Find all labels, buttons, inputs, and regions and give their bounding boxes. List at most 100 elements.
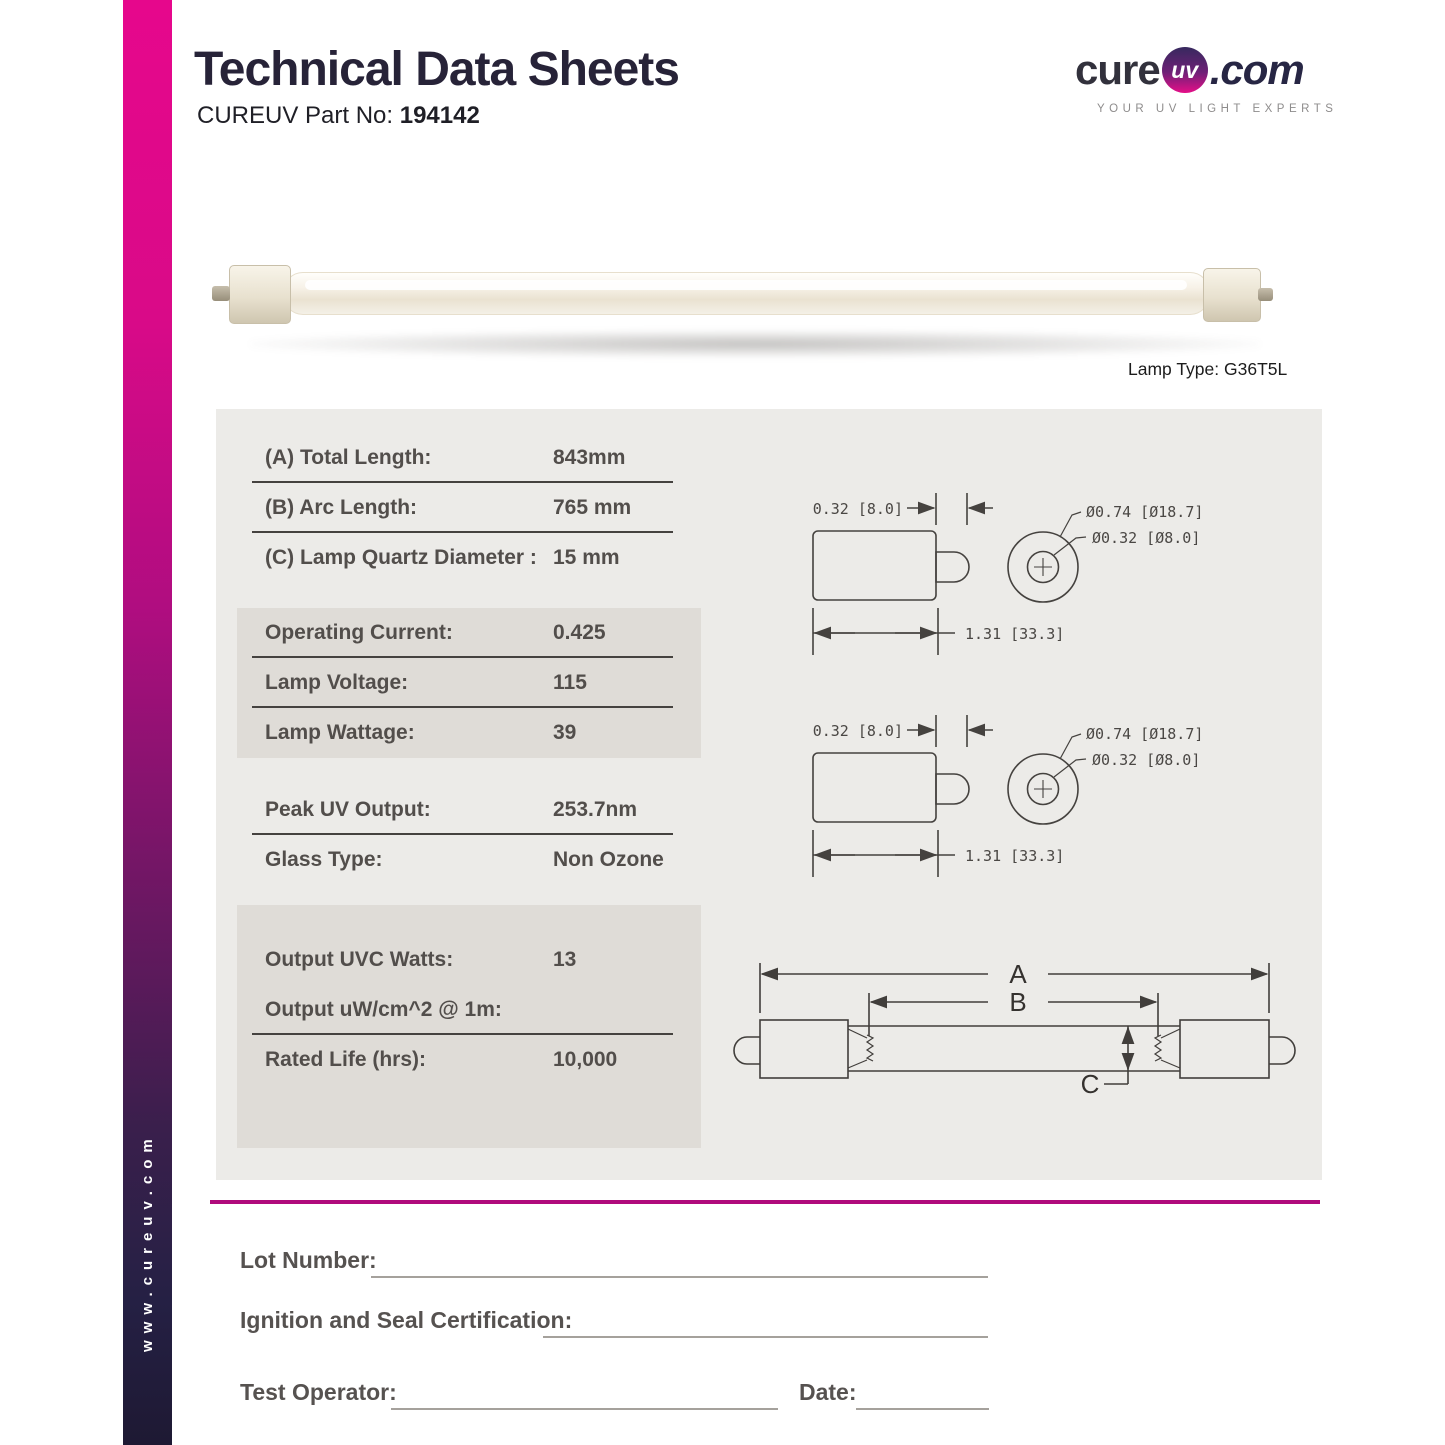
row-divider	[252, 833, 673, 835]
spec-value: 39	[553, 721, 577, 744]
inner-diameter-dim: Ø0.32 [Ø8.0]	[1092, 751, 1200, 769]
spec-row-uvc-watts: Output UVC Watts: 13	[237, 935, 701, 985]
spec-group-performance: Output UVC Watts: 13 Output uW/cm^2 @ 1m…	[237, 905, 701, 1148]
row-divider	[252, 1033, 673, 1035]
endcap-inner-circle	[1026, 550, 1060, 584]
lamp-photo-right-cap	[1203, 268, 1261, 322]
diagram-left-pin	[733, 1036, 760, 1065]
logo-tagline: YOUR UV LIGHT EXPERTS	[1097, 103, 1338, 115]
logo-uv-text: uv	[1171, 56, 1199, 83]
lamp-photo-left-cap	[229, 265, 291, 324]
date-blank-line	[856, 1408, 989, 1410]
inner-diameter-dim: Ø0.32 [Ø8.0]	[1092, 529, 1200, 547]
spec-label: Output UVC Watts:	[265, 948, 454, 971]
endcap-drawing-bottom: 0.32 [8.0] 1.31 [33.3] Ø0.74 [Ø18.7] Ø0.…	[812, 715, 1203, 877]
left-filament	[847, 1028, 875, 1069]
lamp-photo-left-pin	[212, 286, 230, 301]
endcap-outer-circle	[1007, 753, 1079, 825]
page-title: Technical Data Sheets	[194, 43, 680, 96]
dim-label-b: B	[1009, 987, 1026, 1017]
ignition-seal-certification-label: Ignition and Seal Certification:	[240, 1307, 573, 1333]
spec-row-total-length: (A) Total Length: 843mm	[237, 433, 701, 483]
endcap-body	[812, 752, 937, 823]
spec-value: 843mm	[553, 446, 626, 469]
cap-length-dim: 1.31 [33.3]	[965, 847, 1064, 865]
logo-cure-text: cure	[1075, 46, 1161, 93]
spec-label: Peak UV Output:	[265, 798, 431, 821]
row-divider	[252, 706, 673, 708]
spec-row-peak-uv: Peak UV Output: 253.7nm	[237, 785, 701, 835]
spec-value: 253.7nm	[553, 798, 638, 821]
part-number-value: 194142	[399, 102, 480, 129]
dim-label-a: A	[1009, 959, 1027, 989]
ignition-seal-certification-blank-line	[543, 1336, 988, 1338]
cureuv-logo: cure uv .com	[1075, 46, 1305, 94]
spec-value: 13	[553, 948, 577, 971]
spec-row-lamp-voltage: Lamp Voltage: 115	[237, 658, 701, 708]
spec-group-output: Peak UV Output: 253.7nm Glass Type: Non …	[237, 785, 701, 885]
lamp-dimension-diagram: A B C	[733, 959, 1296, 1099]
spec-row-lamp-wattage: Lamp Wattage: 39	[237, 708, 701, 758]
spec-value: 115	[553, 671, 587, 694]
diagram-left-cap	[759, 1019, 849, 1079]
row-divider	[252, 481, 673, 483]
endcap-drawing-top: 0.32 [8.0] 1.31 [33.3] Ø0.74 [Ø18.7] Ø0.…	[812, 493, 1203, 655]
spec-label: Output uW/cm^2 @ 1m:	[265, 998, 502, 1021]
sidebar-website-url: www.cureuv.com	[139, 1132, 156, 1353]
diagram-right-pin	[1269, 1036, 1296, 1065]
spec-row-quartz-diameter: (C) Lamp Quartz Diameter : 15 mm	[237, 533, 701, 583]
group-padding	[237, 905, 701, 935]
spec-label: Operating Current:	[265, 621, 453, 644]
spec-label: Rated Life (hrs):	[265, 1048, 427, 1071]
spec-label: (B) Arc Length:	[265, 496, 418, 519]
spec-row-arc-length: (B) Arc Length: 765 mm	[237, 483, 701, 533]
diagram-right-cap	[1179, 1019, 1270, 1079]
endcap-pin	[935, 773, 970, 805]
spec-label: Lamp Wattage:	[265, 721, 415, 744]
logo-uv-circle-icon: uv	[1161, 47, 1208, 93]
row-divider	[252, 531, 673, 533]
dim-label-c: C	[1081, 1069, 1100, 1099]
spec-value: 15 mm	[553, 546, 620, 569]
spec-group-dimensions: (A) Total Length: 843mm (B) Arc Length: …	[237, 433, 701, 583]
pin-length-dim: 0.32 [8.0]	[813, 722, 903, 740]
endcap-outer-circle	[1007, 531, 1079, 603]
spec-group-electrical: Operating Current: 0.425 Lamp Voltage: 1…	[237, 608, 701, 758]
right-filament	[1153, 1028, 1181, 1069]
spec-row-operating-current: Operating Current: 0.425	[237, 608, 701, 658]
logo-com-text: .com	[1209, 46, 1305, 93]
test-operator-label: Test Operator:	[240, 1379, 397, 1405]
lamp-type-caption: Lamp Type: G36T5L	[1128, 359, 1288, 379]
outer-diameter-dim: Ø0.74 [Ø18.7]	[1086, 725, 1203, 743]
pink-divider-line	[210, 1200, 1320, 1204]
test-operator-blank-line	[391, 1408, 778, 1410]
spec-panel: (A) Total Length: 843mm (B) Arc Length: …	[216, 409, 1322, 1180]
endcap-inner-circle	[1026, 772, 1060, 806]
spec-value: 0.425	[553, 621, 606, 644]
lamp-photo-right-pin	[1258, 288, 1273, 301]
brand-gradient-bar	[123, 0, 172, 1445]
part-number-label: CUREUV Part No:	[197, 102, 400, 129]
lamp-photo-tube-highlight	[305, 280, 1187, 290]
part-number-line: CUREUV Part No: 194142	[197, 102, 480, 130]
spec-value: 10,000	[553, 1048, 618, 1071]
lamp-photo-shadow	[250, 330, 1260, 358]
pin-length-dim: 0.32 [8.0]	[813, 500, 903, 518]
spec-row-glass-type: Glass Type: Non Ozone	[237, 835, 701, 885]
spec-row-rated-life: Rated Life (hrs): 10,000	[237, 1035, 701, 1085]
outer-diameter-dim: Ø0.74 [Ø18.7]	[1086, 503, 1203, 521]
lamp-photo-tube	[283, 272, 1210, 315]
lot-number-label: Lot Number:	[240, 1247, 377, 1273]
spec-row-uw-cm2: Output uW/cm^2 @ 1m:	[237, 985, 701, 1035]
lot-number-blank-line	[371, 1276, 988, 1278]
spec-value: 765 mm	[553, 496, 632, 519]
spec-label: (C) Lamp Quartz Diameter :	[265, 546, 537, 569]
endcap-pin	[935, 551, 970, 583]
endcap-body	[812, 530, 937, 601]
spec-label: Glass Type:	[265, 848, 383, 871]
spec-label: Lamp Voltage:	[265, 671, 409, 694]
spec-label: (A) Total Length:	[265, 446, 432, 469]
spec-value: Non Ozone	[553, 848, 664, 871]
cap-length-dim: 1.31 [33.3]	[965, 625, 1064, 643]
